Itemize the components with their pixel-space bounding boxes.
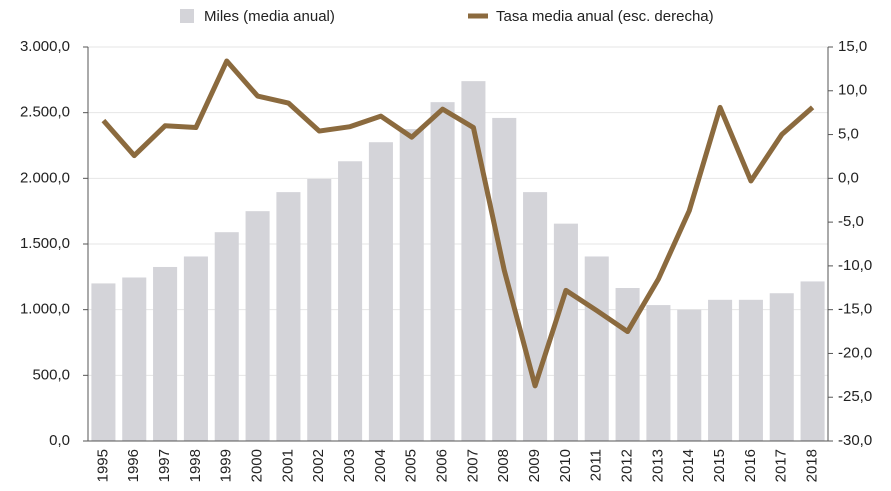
line (101, 58, 815, 389)
bar (553, 223, 578, 441)
bar (183, 256, 208, 441)
y2-tick-label: 0,0 (838, 169, 859, 186)
y2-tick-label: 15,0 (838, 38, 867, 55)
x-tick-label: 1996 (125, 449, 142, 482)
y-tick-label: 2.500,0 (20, 104, 70, 121)
y2-tick-label: -10,0 (838, 257, 872, 274)
x-tick-label: 2007 (464, 449, 481, 482)
bar (708, 299, 733, 441)
bar (615, 287, 640, 441)
x-tick-label: 2018 (804, 449, 821, 482)
x-tick-label: 2000 (249, 449, 266, 482)
y-tick-label: 1.500,0 (20, 235, 70, 252)
y2-tick-label: -5,0 (838, 213, 864, 230)
x-tick-label: 2016 (742, 449, 759, 482)
x-tick-label: 2014 (680, 449, 697, 482)
x-tick-label: 2002 (310, 449, 327, 482)
y-tick-label: 3.000,0 (20, 38, 70, 55)
x-tick-label: 2004 (372, 449, 389, 482)
y2-tick-label: -30,0 (838, 432, 872, 449)
x-tick-label: 2013 (649, 449, 666, 482)
x-tick-label: 2008 (495, 449, 512, 482)
x-tick-label: 1995 (94, 449, 111, 482)
legend-label: Miles (media anual) (204, 8, 335, 25)
bar (153, 266, 178, 441)
x-tick-label: 2009 (526, 449, 543, 482)
bar (738, 299, 763, 441)
y2-tick-label: -25,0 (838, 388, 872, 405)
bar (338, 161, 363, 441)
y2-tick-label: -20,0 (838, 344, 872, 361)
x-tick-label: 2003 (341, 449, 358, 482)
x-tick-label: 1999 (218, 449, 235, 482)
bar (214, 232, 239, 441)
legend-label: Tasa media anual (esc. derecha) (496, 8, 714, 25)
y2-tick-label: 10,0 (838, 82, 867, 99)
bar (368, 142, 393, 441)
x-tick-label: 2015 (711, 449, 728, 482)
legend-swatch (180, 9, 194, 23)
y-tick-label: 0,0 (49, 432, 70, 449)
bar (307, 178, 332, 442)
x-tick-label: 2005 (403, 449, 420, 482)
bar (584, 256, 609, 441)
x-tick-label: 1997 (156, 449, 173, 482)
x-tick-label: 2011 (588, 449, 605, 481)
bar (430, 102, 455, 441)
bar (523, 192, 548, 441)
bar (646, 305, 671, 441)
bar (276, 192, 301, 441)
bar (245, 211, 270, 441)
y2-tick-label: -15,0 (838, 301, 872, 318)
y-tick-label: 1.000,0 (20, 301, 70, 318)
bar (461, 81, 486, 441)
bar (800, 281, 825, 441)
y-tick-label: 2.000,0 (20, 169, 70, 186)
bar (399, 129, 424, 442)
x-tick-label: 2006 (434, 449, 451, 482)
bar (677, 309, 702, 441)
bar (122, 277, 147, 441)
y2-tick-label: 5,0 (838, 126, 859, 143)
x-tick-label: 2017 (773, 449, 790, 482)
x-tick-label: 2010 (557, 449, 574, 482)
bar (91, 283, 116, 441)
x-tick-label: 2001 (279, 449, 296, 482)
x-tick-label: 1998 (187, 449, 204, 482)
bar (769, 293, 794, 441)
x-tick-label: 2012 (619, 449, 636, 482)
y-tick-label: 500,0 (32, 366, 70, 383)
